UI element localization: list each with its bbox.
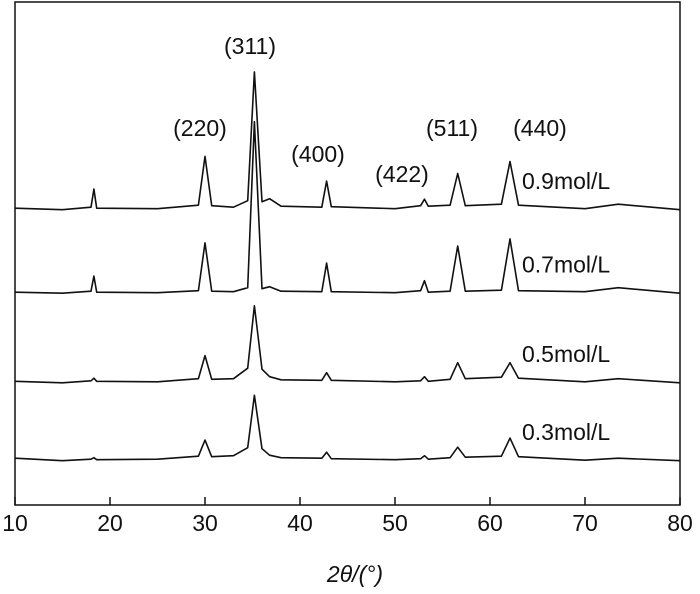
x-tick-label: 10 (2, 510, 28, 536)
plot-frame (14, 1, 681, 506)
x-tick-label: 20 (97, 510, 123, 536)
peak-label: (400) (291, 141, 345, 167)
x-tick-label: 60 (477, 510, 503, 536)
peak-label: (511) (426, 115, 478, 141)
peak-label: (311) (224, 33, 276, 59)
series-label: 0.9mol/L (522, 168, 610, 194)
series-label: 0.3mol/L (522, 419, 610, 445)
peak-label: (422) (375, 161, 429, 187)
series-line (14, 394, 681, 462)
peak-label: (220) (173, 115, 227, 141)
peak-label: (440) (513, 115, 567, 141)
x-tick-label: 30 (192, 510, 218, 536)
series-line (14, 71, 681, 211)
x-tick-label: 40 (287, 510, 313, 536)
x-tick-label: 80 (667, 510, 693, 536)
x-tick-label: 50 (382, 510, 408, 536)
series-line (14, 120, 681, 294)
series-label: 0.5mol/L (522, 341, 610, 367)
series-line (14, 305, 681, 384)
series-label: 0.7mol/L (522, 251, 610, 277)
x-axis-title: 2θ/(°) (326, 561, 383, 587)
x-tick-label: 70 (572, 510, 598, 536)
